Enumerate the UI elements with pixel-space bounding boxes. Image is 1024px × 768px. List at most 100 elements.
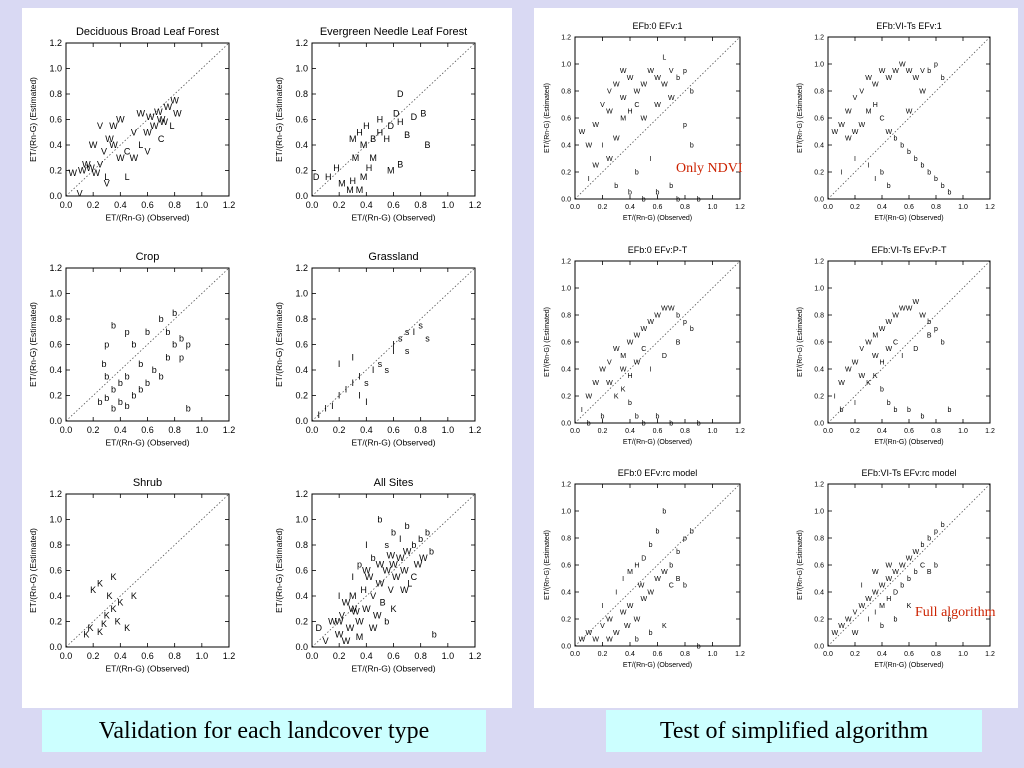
data-point: I [351,572,354,582]
y-tick-label: 0.2 [49,617,62,627]
data-point: W [613,630,620,637]
data-point: C [893,339,898,346]
full-algorithm-annotation: Full algorithm [915,605,996,620]
data-point: M [872,333,878,340]
plot-frame [827,36,991,200]
data-point: K [115,617,121,627]
y-tick-label: 0.2 [814,169,824,176]
data-point: b [907,576,911,583]
x-tick-label: 1.2 [223,200,236,210]
data-point: b [927,68,931,75]
plot-frame [827,483,991,647]
x-axis-label: ET/(Rn-G) (Observed) [874,662,943,669]
data-point: K [124,623,130,633]
data-point: I [358,391,361,401]
data-point: I [868,616,870,623]
data-point: b [429,547,434,557]
data-point: b [927,319,931,326]
y-tick-label: 1.2 [49,489,62,499]
y-tick-label: 0.4 [561,366,571,373]
y-tick-label: 1.0 [561,61,571,68]
y-tick-label: 1.0 [49,289,62,299]
data-point: K [866,380,871,387]
data-point: W [852,129,859,136]
data-point: W [396,553,405,563]
x-tick-label: 0.6 [141,425,154,435]
data-point: p [125,327,130,337]
data-point: M [360,140,368,150]
scatter-plot-8: 0.00.0 0.2 0.2 0.4 0.4 0.6 0.6 0.8 0.8 1.0 1.0 1.2 1… [797,21,995,222]
y-tick-label: 1.0 [295,64,308,74]
data-point: W [640,82,647,89]
y-tick-label: 0.6 [814,115,824,122]
data-point: C [634,102,639,109]
data-point: b [941,339,945,346]
y-tick-label: 0.0 [49,416,62,426]
data-point: b [669,183,673,190]
data-point: W [647,319,654,326]
y-tick-label: 0.2 [295,166,308,176]
data-point: s [398,333,403,343]
data-point: b [628,400,632,407]
data-point: W [912,75,919,82]
y-tick-label: 1.2 [295,489,308,499]
y-tick-label: 1.2 [561,258,571,265]
one-to-one-line [65,493,230,648]
y-tick-label: 1.0 [814,508,824,515]
data-point: C [411,572,418,582]
x-tick-label: 0.4 [877,651,887,658]
data-point: W [89,140,98,150]
y-tick-label: 0.0 [561,420,571,427]
y-axis-label: ET/(Rn-G) (Estimated) [544,83,551,153]
data-point: M [360,172,368,182]
data-point: K [390,604,396,614]
x-tick-label: 0.8 [168,425,181,435]
y-tick-label: 0.4 [814,366,824,373]
data-point: b [186,403,191,413]
data-point: M [866,109,872,116]
data-point: W [92,168,101,178]
y-tick-label: 1.0 [814,285,824,292]
scatter-plot-1: 0.00.0 0.2 0.2 0.4 0.4 0.6 0.6 0.8 0.8 1.0 1.0 1.2 1… [28,26,236,223]
data-point: W [845,136,852,143]
chart-title: Deciduous Broad Leaf Forest [76,26,219,38]
data-point: M [352,153,360,163]
data-point: W [912,549,919,556]
data-point: W [661,306,668,313]
data-point: I [345,384,348,394]
data-point: b [948,616,952,623]
data-point: W [872,82,879,89]
data-point: W [613,82,620,89]
data-point: W [838,623,845,630]
one-to-one-line [827,260,991,424]
data-point: W [342,598,351,608]
data-point: W [858,603,865,610]
data-point: W [885,319,892,326]
y-tick-label: 0.2 [561,169,571,176]
data-point: V [859,88,864,95]
data-point: B [927,569,932,576]
y-tick-label: 0.2 [561,616,571,623]
y-tick-label: 0.8 [49,314,62,324]
data-point: H [627,373,632,380]
data-point: V [131,127,137,137]
data-point: b [165,352,170,362]
scatter-plot-4: 0.00.0 0.2 0.2 0.4 0.4 0.6 0.6 0.8 0.8 1.0 1.0 1.2 1… [274,251,481,448]
data-point: K [106,591,112,601]
data-point: I [874,176,876,183]
data-point: W [579,129,586,136]
data-point: W [838,380,845,387]
x-tick-label: 1.2 [735,428,745,435]
data-point: I [588,176,590,183]
data-point: D [641,556,646,563]
data-point: M [627,569,633,576]
data-point: b [927,169,931,176]
data-point: I [650,156,652,163]
data-point: b [138,359,143,369]
data-point: M [879,603,885,610]
x-tick-label: 0.0 [823,428,833,435]
data-point: p [934,529,938,536]
data-point: I [318,410,321,420]
data-point: p [683,535,687,542]
x-tick-label: 0.8 [680,428,690,435]
